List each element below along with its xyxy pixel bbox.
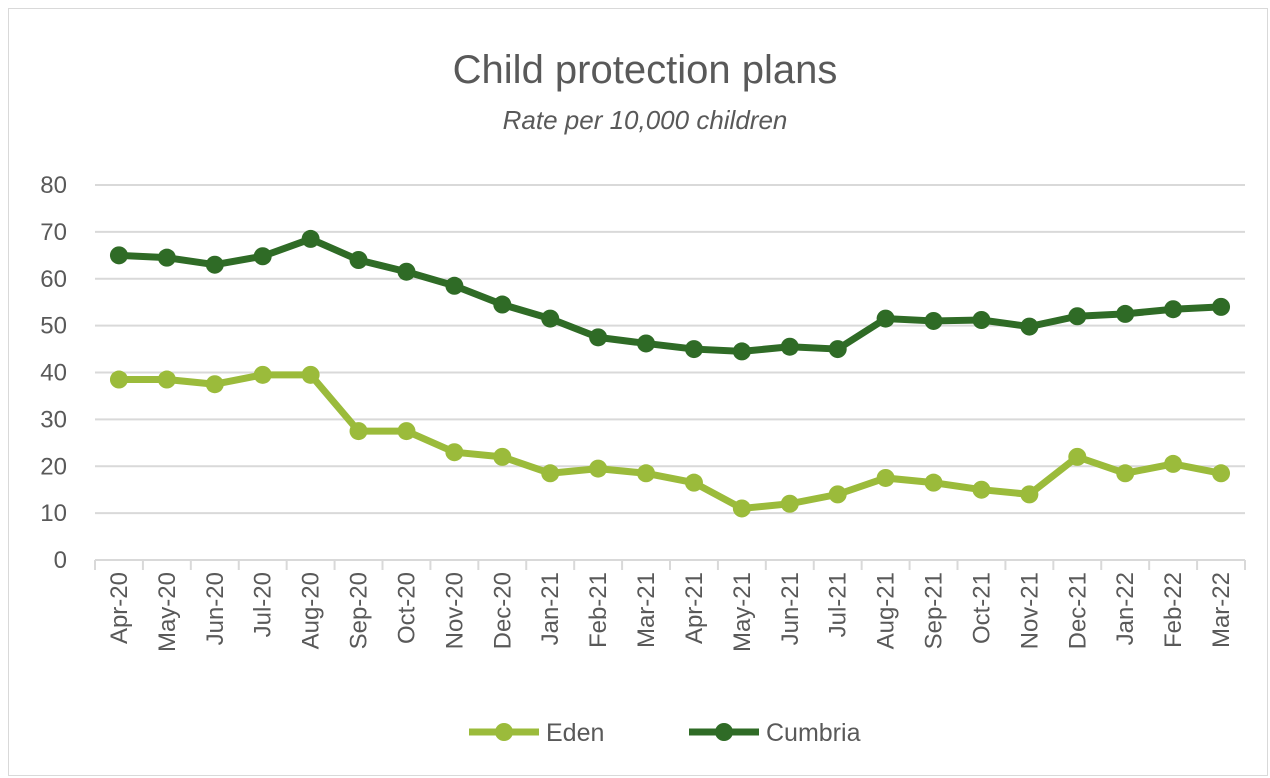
data-point (349, 251, 368, 269)
data-point (349, 422, 368, 441)
data-point (828, 340, 847, 359)
x-tick-label: May-21 (729, 572, 756, 652)
x-tick-label: Feb-21 (585, 572, 612, 648)
data-point (541, 464, 560, 483)
y-tick-label: 20 (40, 453, 67, 480)
data-point (1164, 300, 1183, 319)
x-tick-label: Aug-21 (873, 572, 900, 649)
x-tick-label: Aug-20 (298, 572, 325, 649)
x-tick-label: Dec-21 (1064, 572, 1091, 649)
x-axis: Apr-20 May-20 Jun-20 Jul-20 Aug-20 Sep-20 Oct-… (94, 559, 1246, 652)
x-tick-label: Dec-20 (489, 572, 516, 649)
series-layer (109, 229, 1231, 518)
data-point (972, 311, 991, 329)
data-point (1020, 317, 1039, 336)
series-line (115, 371, 1225, 512)
x-tick-label: Sep-21 (921, 572, 948, 649)
data-point (780, 494, 799, 513)
data-point (1116, 464, 1135, 483)
x-tick-label: Jan-22 (1112, 572, 1139, 645)
legend-label: Cumbria (766, 719, 861, 747)
x-tick-label: Oct-21 (968, 572, 995, 644)
data-point (445, 443, 464, 462)
data-point (589, 459, 608, 478)
y-tick-label: 40 (40, 360, 67, 387)
data-point (301, 229, 320, 248)
series-cumbria (109, 229, 1231, 361)
x-tick-label: Jan-21 (537, 572, 564, 645)
y-tick-label: 30 (40, 406, 67, 433)
x-tick-label: Jun-21 (777, 572, 804, 645)
x-tick-label: Mar-21 (633, 572, 660, 648)
data-point (541, 309, 560, 328)
x-tick-label: May-20 (154, 572, 181, 652)
data-point (732, 342, 751, 361)
data-point (157, 248, 176, 267)
y-tick-label: 50 (40, 313, 67, 340)
data-point (253, 365, 272, 384)
x-tick-label: Nov-21 (1016, 572, 1043, 649)
data-point (157, 370, 176, 389)
x-tick-label: Jul-21 (825, 572, 852, 637)
data-point (445, 276, 464, 295)
y-tick-label: 80 (40, 172, 67, 199)
data-point (924, 473, 943, 492)
data-point (876, 309, 895, 328)
data-point (397, 262, 416, 281)
x-tick-label: Oct-20 (393, 572, 420, 644)
x-tick-label: Jun-20 (202, 572, 229, 645)
y-tick-label: 10 (40, 500, 67, 527)
data-point (109, 370, 128, 389)
legend-item-cumbria: Cumbria (689, 719, 861, 747)
data-point (732, 499, 751, 518)
data-point (637, 334, 656, 353)
y-tick-label: 60 (40, 266, 67, 293)
data-point (493, 295, 512, 314)
data-point (1116, 304, 1135, 323)
data-point (205, 255, 224, 274)
data-point (1212, 297, 1231, 316)
data-point (205, 375, 224, 394)
line-chart: Child protection plans Rate per 10,000 c… (40, 48, 1246, 747)
y-tick-label: 0 (54, 547, 67, 574)
x-tick-label: Apr-21 (681, 572, 708, 644)
y-axis-ticks: 0 10 20 30 40 50 60 70 80 (40, 172, 67, 574)
data-point (253, 247, 272, 266)
data-point (397, 422, 416, 441)
x-tick-label: Nov-20 (441, 572, 468, 649)
data-point (109, 246, 128, 265)
data-point (1068, 447, 1087, 466)
legend-item-eden: Eden (469, 719, 604, 747)
x-tick-label: Apr-20 (106, 572, 133, 644)
chart-frame: Child protection plans Rate per 10,000 c… (8, 8, 1268, 776)
series-line (115, 235, 1225, 355)
data-point (780, 337, 799, 356)
data-point (876, 468, 895, 487)
x-tick-label: Sep-20 (346, 572, 373, 649)
data-point (493, 447, 512, 466)
data-point (1164, 454, 1183, 473)
legend-marker (495, 723, 513, 741)
data-point (972, 480, 991, 499)
legend-label: Eden (546, 719, 604, 747)
x-tick-label: Jul-20 (250, 572, 277, 637)
data-point (828, 485, 847, 504)
series-eden (109, 365, 1231, 518)
data-point (684, 473, 703, 492)
legend: Eden Cumbria (469, 719, 861, 747)
data-point (301, 365, 320, 384)
x-tick-label: Feb-22 (1160, 572, 1187, 648)
data-point (924, 311, 943, 330)
y-tick-label: 70 (40, 219, 67, 246)
x-tick-label: Mar-22 (1208, 572, 1235, 648)
data-point (637, 464, 656, 483)
data-point (1020, 485, 1039, 504)
data-point (589, 328, 608, 347)
data-point (1212, 464, 1231, 483)
legend-marker (715, 723, 733, 741)
data-point (684, 340, 703, 359)
chart-title: Child protection plans (453, 48, 838, 92)
chart-subtitle: Rate per 10,000 children (503, 105, 788, 135)
data-point (1068, 307, 1087, 326)
